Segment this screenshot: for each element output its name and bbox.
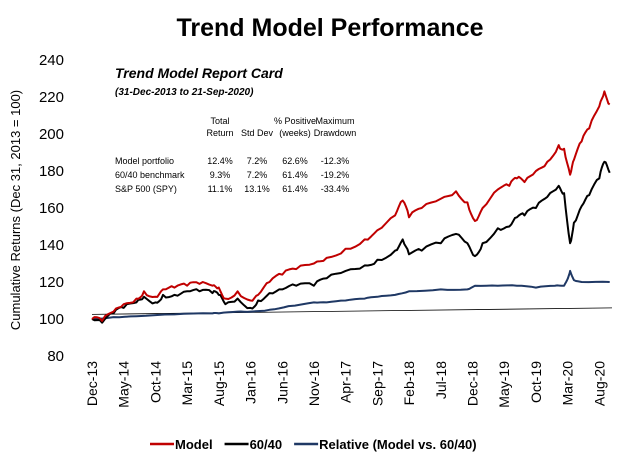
x-tick-label: Sep-17	[369, 361, 385, 406]
report-card-row: 12.4%	[207, 156, 233, 166]
series-line-model	[91, 90, 611, 322]
report-card-row: -33.4%	[321, 184, 350, 194]
x-tick-label: Mar-20	[560, 361, 576, 406]
y-tick-label: 160	[39, 200, 64, 217]
x-tick-label: Aug-15	[211, 361, 227, 406]
report-card-row: 61.4%	[282, 170, 308, 180]
report-card-row: 13.1%	[244, 184, 270, 194]
x-tick-label: Jun-16	[274, 361, 290, 404]
y-tick-label: 80	[47, 348, 64, 365]
x-tick-label: Feb-18	[401, 361, 417, 406]
x-tick-label: Dec-18	[465, 361, 481, 406]
x-tick-label: Oct-19	[528, 361, 544, 403]
y-tick-label: 120	[39, 274, 64, 291]
y-axis: 80 100 120 140 160 180 200 220 240	[39, 52, 64, 365]
chart-title: Trend Model Performance	[176, 14, 483, 42]
legend-label: Model	[175, 437, 213, 452]
x-tick-label: Mar-15	[179, 361, 195, 406]
report-card-header: Return	[206, 128, 233, 138]
report-card-header: Drawdown	[314, 128, 357, 138]
report-card-header: Std Dev	[241, 128, 274, 138]
report-card-row: 11.1%	[208, 184, 233, 194]
x-tick-label: Aug-20	[591, 361, 607, 406]
report-card-subtitle: (31-Dec-2013 to 21-Sep-2020)	[115, 87, 254, 98]
report-card-header: % Positive	[274, 116, 316, 126]
x-tick-label: May-19	[496, 361, 512, 408]
report-card-row: -19.2%	[321, 170, 350, 180]
legend-label: Relative (Model vs. 60/40)	[319, 437, 477, 452]
legend-label: 60/40	[250, 437, 283, 452]
legend: Model 60/40 Relative (Model vs. 60/40)	[150, 437, 477, 452]
x-tick-label: Dec-13	[84, 361, 100, 406]
y-tick-label: 200	[39, 126, 64, 143]
x-tick-label: Nov-16	[306, 361, 322, 406]
series-line-60-40	[91, 160, 611, 324]
report-card-row: 60/40 benchmark	[115, 170, 185, 180]
report-card-header: (weeks)	[279, 128, 311, 138]
report-card-row: 9.3%	[210, 170, 231, 180]
x-axis: Dec-13 May-14 Oct-14 Mar-15 Aug-15 Jan-16 Jun-…	[84, 361, 607, 408]
plot-area	[91, 90, 613, 324]
x-tick-label: Apr-17	[338, 361, 354, 403]
y-axis-label: Cumulative Returns (Dec 31, 2013 = 100)	[8, 90, 23, 330]
report-card-header: Maximum	[315, 116, 354, 126]
report-card-row: 7.2%	[247, 170, 268, 180]
report-card-row: 7.2%	[247, 156, 268, 166]
y-tick-label: 240	[39, 52, 64, 69]
y-tick-label: 220	[39, 89, 64, 106]
x-tick-label: May-14	[116, 361, 132, 408]
report-card-row: 61.4%	[282, 184, 308, 194]
y-tick-label: 140	[39, 237, 64, 254]
trend-line	[91, 307, 613, 315]
report-card-title: Trend Model Report Card	[115, 65, 283, 81]
x-tick-label: Jul-18	[433, 361, 449, 399]
report-card-header: Total	[210, 116, 229, 126]
x-tick-label: Oct-14	[147, 361, 163, 403]
report-card-row: -12.3%	[321, 156, 350, 166]
report-card-row: 62.6%	[282, 156, 308, 166]
report-card-row: Model portfolio	[115, 156, 174, 166]
y-tick-label: 100	[39, 311, 64, 328]
y-tick-label: 180	[39, 163, 64, 180]
report-card: Trend Model Report Card (31-Dec-2013 to …	[115, 65, 356, 194]
series-line-relative-model-vs-60-40	[92, 269, 610, 320]
report-card-row: S&P 500 (SPY)	[115, 184, 177, 194]
x-tick-label: Jan-16	[243, 361, 259, 404]
